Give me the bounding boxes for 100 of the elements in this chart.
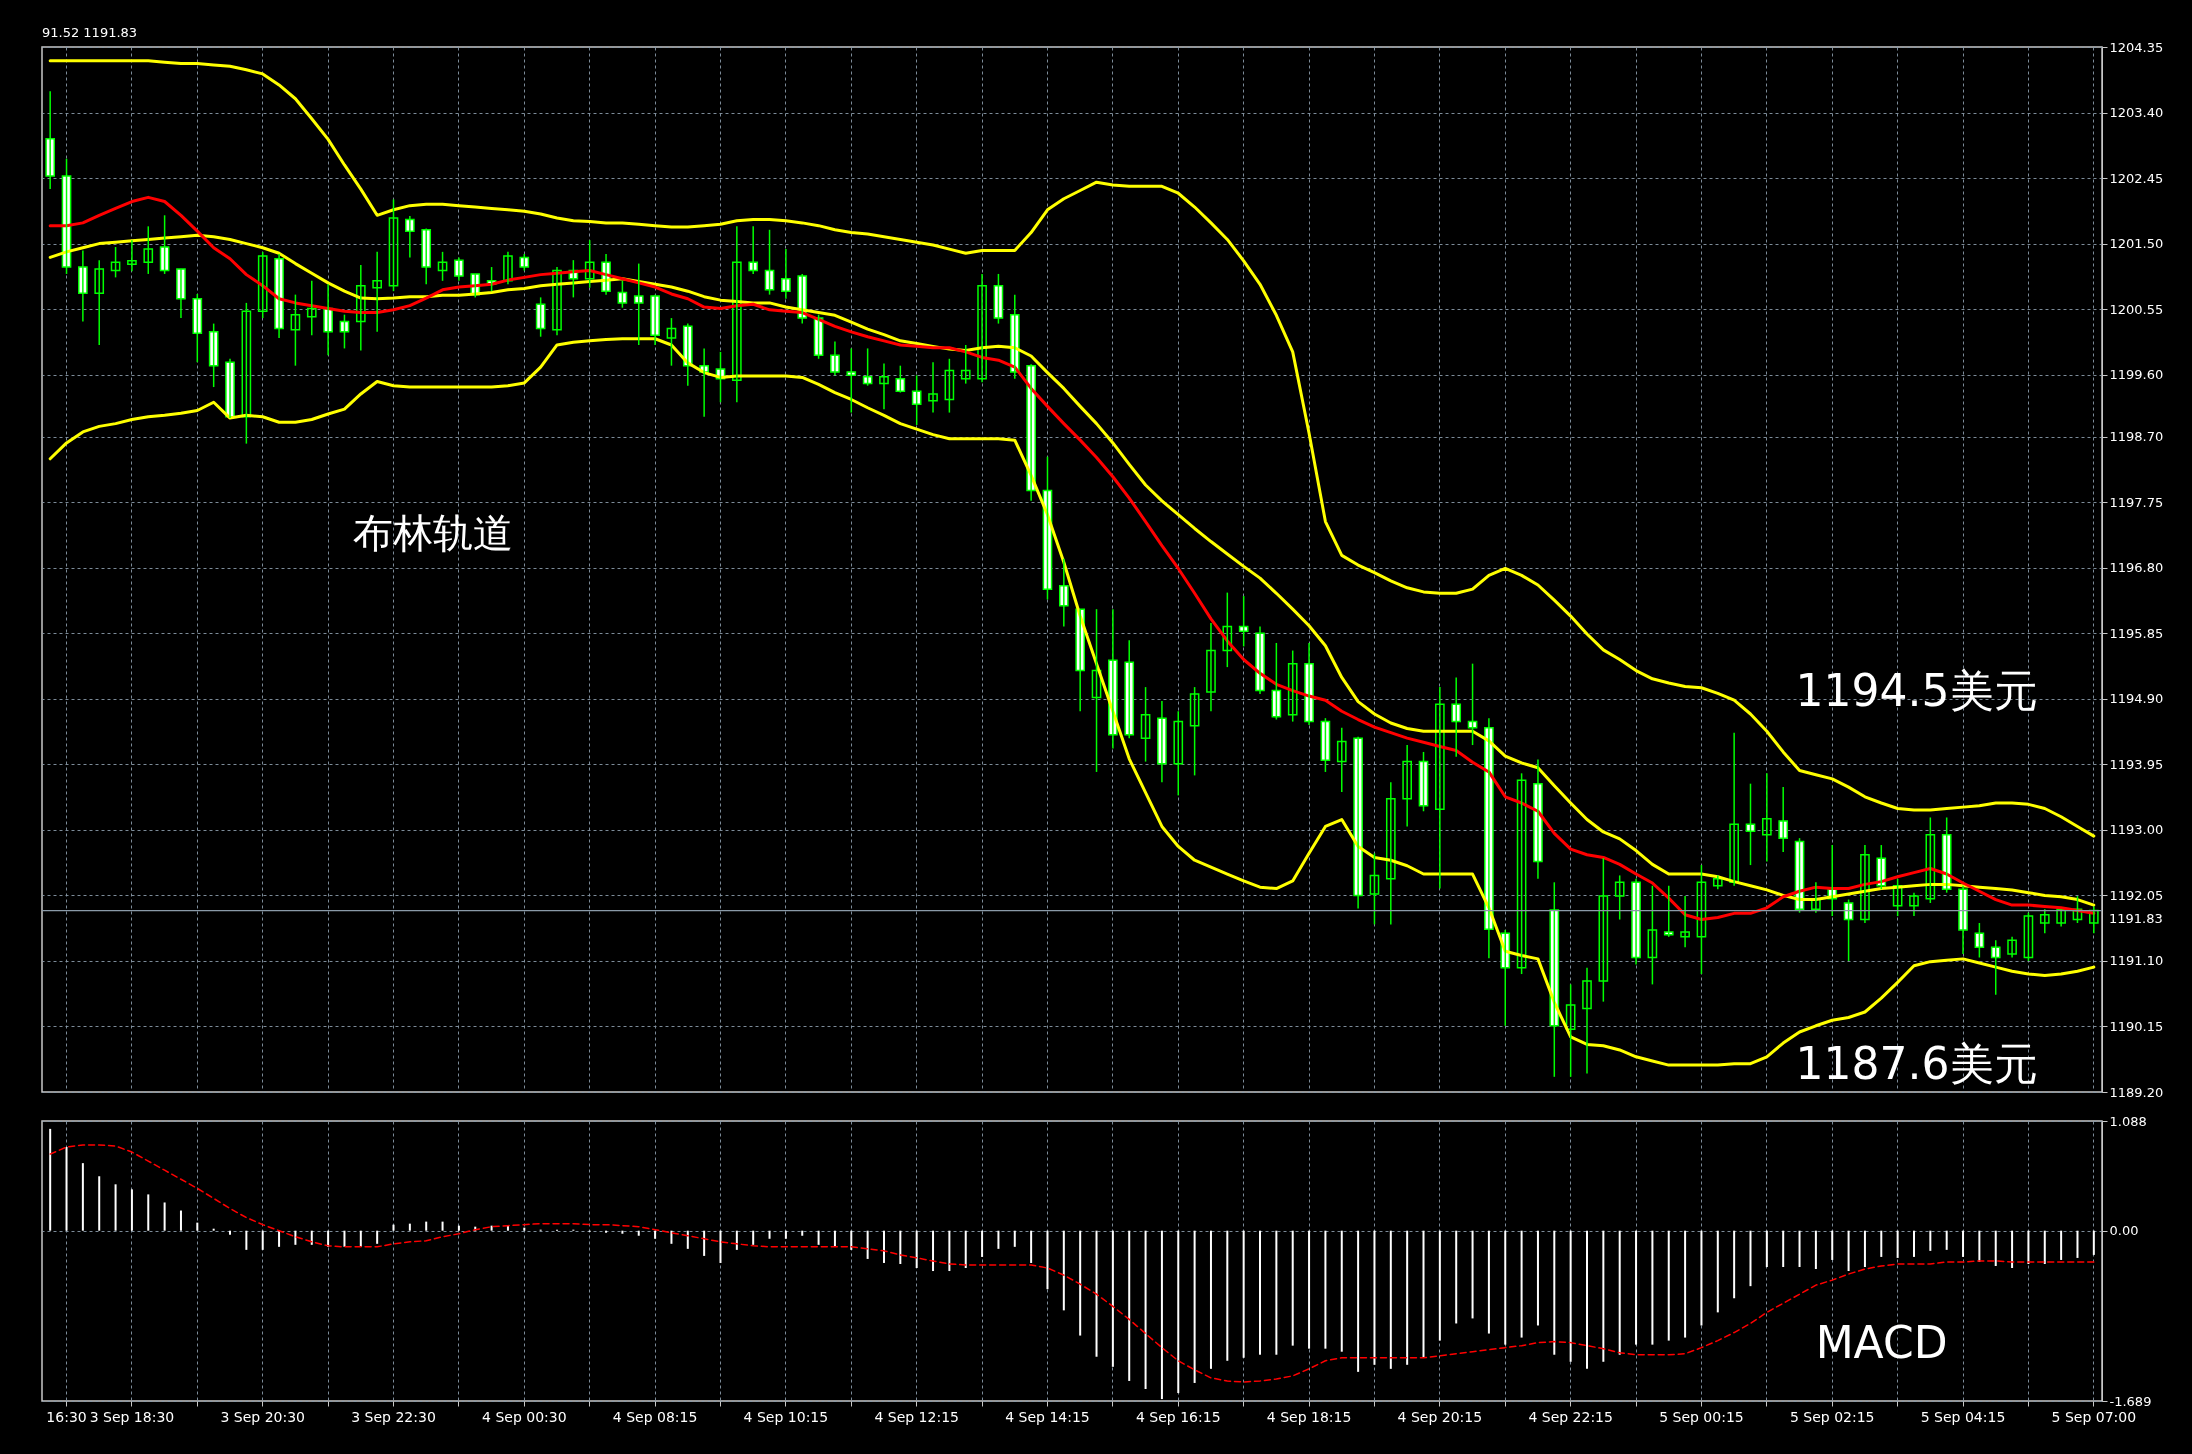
- bar: [1487, 1230, 1490, 1334]
- y-tick-label: 1.088: [2109, 1113, 2147, 1129]
- bar: [752, 1230, 755, 1245]
- bar: [261, 1230, 264, 1250]
- x-tick-label: 3 Sep 18:30: [89, 1408, 175, 1425]
- bar: [1308, 1230, 1311, 1349]
- bar: [212, 1228, 215, 1231]
- bar: [670, 1230, 673, 1244]
- x-tick-label: 4 Sep 08:15: [612, 1408, 698, 1425]
- bar: [866, 1230, 869, 1259]
- bar: [65, 1147, 68, 1231]
- bar: [899, 1230, 902, 1264]
- y-tick-label: 1200.55: [2109, 301, 2164, 317]
- bar: [703, 1230, 706, 1256]
- bar: [1569, 1230, 1572, 1362]
- y-tick-label: -1.689: [2109, 1393, 2152, 1409]
- bar: [1226, 1230, 1229, 1361]
- candlestick: [633, 262, 644, 346]
- candlestick: [2007, 936, 2017, 959]
- bar: [229, 1230, 232, 1235]
- y-tick-label: 1198.70: [2109, 429, 2164, 445]
- candlestick: [977, 273, 987, 383]
- bar: [1324, 1230, 1327, 1349]
- bar: [179, 1210, 182, 1231]
- candlestick: [2056, 908, 2066, 928]
- candlestick: [1238, 595, 1249, 648]
- y-tick-label: 1191.10: [2109, 953, 2164, 969]
- bar: [1962, 1230, 1965, 1257]
- bar: [294, 1230, 297, 1245]
- bar: [506, 1225, 509, 1231]
- bar: [1422, 1230, 1425, 1358]
- y-tick-label: 1194.90: [2109, 691, 2164, 707]
- y-tick-label: 1190.15: [2109, 1018, 2164, 1034]
- bar: [2043, 1230, 2046, 1264]
- bar: [784, 1230, 787, 1239]
- bar: [850, 1230, 853, 1250]
- candlestick: [1680, 895, 1690, 948]
- bar: [1618, 1230, 1621, 1355]
- candlestick: [552, 266, 562, 337]
- bar: [245, 1230, 248, 1250]
- bar: [719, 1230, 722, 1263]
- bar: [2092, 1230, 2095, 1255]
- candlestick: [584, 239, 595, 289]
- bar: [1733, 1230, 1736, 1299]
- bar: [1863, 1230, 1866, 1267]
- candlestick: [1435, 686, 1445, 890]
- bar: [1079, 1230, 1082, 1336]
- bar: [49, 1128, 52, 1231]
- candlestick: [911, 374, 922, 426]
- candlestick: [192, 293, 203, 363]
- bar: [1586, 1230, 1588, 1369]
- y-tick-label: 1199.60: [2109, 367, 2164, 383]
- bar: [343, 1230, 346, 1247]
- bar: [1814, 1230, 1817, 1270]
- candlestick: [1336, 727, 1347, 793]
- bar: [1684, 1230, 1687, 1338]
- bar: [1520, 1230, 1523, 1338]
- bar: [1847, 1230, 1850, 1272]
- bar: [1716, 1230, 1719, 1313]
- candlestick: [1189, 686, 1200, 777]
- candlestick: [110, 246, 121, 279]
- bar: [1340, 1230, 1343, 1352]
- bar: [1013, 1230, 1016, 1247]
- bar: [1406, 1230, 1409, 1365]
- bar: [2011, 1230, 2014, 1269]
- bar: [1291, 1230, 1294, 1346]
- candlestick: [928, 361, 938, 414]
- bar: [1259, 1230, 1262, 1355]
- bar: [2060, 1230, 2063, 1260]
- candlestick: [372, 251, 382, 333]
- bar: [654, 1230, 657, 1239]
- candlestick: [1385, 781, 1396, 926]
- candlestick: [388, 198, 399, 292]
- bar: [1160, 1230, 1163, 1400]
- candlestick: [306, 280, 317, 337]
- x-tick-label: 5 Sep 02:15: [1789, 1408, 1875, 1425]
- candlestick: [2023, 911, 2034, 962]
- bar: [605, 1230, 608, 1233]
- bar: [1095, 1230, 1098, 1357]
- candlestick: [732, 225, 742, 403]
- bar: [392, 1224, 395, 1231]
- y-tick-label: 1193.95: [2109, 756, 2164, 772]
- y-tick-label: 1197.75: [2109, 494, 2164, 510]
- bar: [768, 1230, 771, 1239]
- bar: [1144, 1230, 1147, 1389]
- bar: [1651, 1230, 1654, 1345]
- bar: [1275, 1230, 1278, 1355]
- bar: [1030, 1230, 1033, 1263]
- x-tick-label: 4 Sep 20:15: [1397, 1408, 1483, 1425]
- candlestick: [1712, 874, 1723, 890]
- bar: [621, 1230, 624, 1234]
- bar: [833, 1230, 836, 1247]
- bar: [1635, 1230, 1638, 1345]
- x-tick-label: 4 Sep 12:15: [874, 1408, 959, 1425]
- candlestick: [1663, 885, 1674, 938]
- bar: [1896, 1230, 1899, 1258]
- bar: [1177, 1230, 1180, 1394]
- candlestick: [1140, 686, 1151, 763]
- bar: [981, 1230, 984, 1257]
- bar: [1945, 1230, 1948, 1250]
